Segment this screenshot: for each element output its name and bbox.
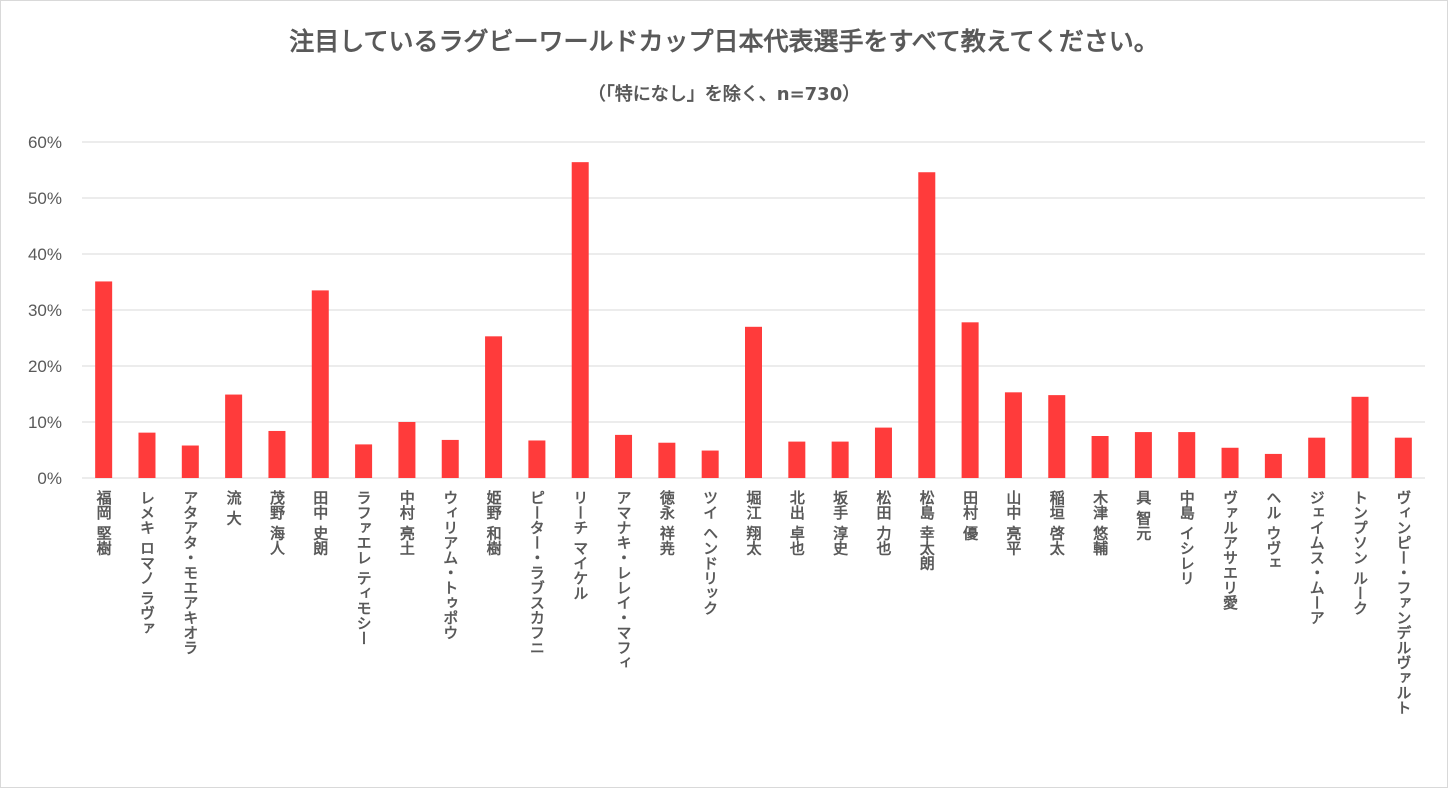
- x-tick-label: 具 智元: [1134, 490, 1152, 541]
- bar: [441, 439, 459, 478]
- x-tick-label: ヘル ウヴェ: [1264, 490, 1282, 570]
- x-tick-label: 稲垣 啓太: [1048, 489, 1066, 556]
- x-tick-label: トンプソン ルーク: [1351, 490, 1369, 615]
- x-tick-label: アタアタ・モエアキオラ: [181, 490, 199, 655]
- bar: [745, 326, 762, 478]
- bar: [311, 290, 329, 478]
- x-tick-label: ジェイムス・ムーア: [1308, 490, 1326, 625]
- bar: [701, 450, 719, 478]
- x-tick-label: 中村 亮土: [398, 489, 416, 555]
- bar: [355, 444, 373, 478]
- x-tick-label: 姫野 和樹: [485, 489, 503, 556]
- bar: [1221, 447, 1239, 478]
- x-axis-ticks: 福岡 堅樹 レメキ ロマノ ラヴァ アタアタ・モエアキオラ 流 大 茂野 海人 田中 史朗…: [95, 489, 1413, 715]
- x-tick-label: 堀江 翔太: [745, 490, 763, 556]
- gridlines: [82, 141, 1425, 479]
- x-tick-label: リーチ マイケル: [571, 490, 589, 600]
- x-tick-label: 山中 亮平: [1004, 490, 1022, 556]
- bar: [1178, 432, 1196, 478]
- x-tick-label: 福岡 堅樹: [95, 489, 113, 556]
- bar: [1091, 436, 1109, 478]
- x-tick-label: 田中 史朗: [311, 490, 329, 556]
- bar: [268, 430, 286, 478]
- x-tick-label: 北出 卓也: [788, 490, 806, 555]
- x-tick-label: レメキ ロマノ ラヴァ: [138, 490, 156, 635]
- bar: [485, 336, 503, 478]
- y-tick-label: 30%: [28, 301, 62, 320]
- x-tick-label: ピーター・ラブスカフニ: [528, 490, 546, 655]
- x-tick-label: 松田 力也: [874, 489, 892, 555]
- bar: [225, 394, 243, 478]
- x-tick-label: 中島 イシレリ: [1178, 489, 1196, 585]
- bar: [1308, 437, 1326, 478]
- bar: [615, 434, 633, 478]
- x-tick-label: ヴァルアサエリ愛: [1221, 489, 1239, 611]
- bar: [918, 172, 936, 479]
- bar: [1394, 437, 1412, 478]
- x-tick-label: 徳永 祥尭: [658, 489, 676, 556]
- y-tick-label: 40%: [28, 245, 62, 264]
- bar: [398, 422, 416, 478]
- bar: [528, 440, 546, 478]
- x-tick-label: ツイ ヘンドリック: [701, 490, 719, 615]
- bar: [1048, 395, 1066, 478]
- bar: [831, 441, 849, 478]
- x-tick-label: 松島 幸太朗: [918, 489, 936, 571]
- bar: [658, 442, 676, 478]
- y-tick-label: 0%: [37, 469, 62, 488]
- chart-subtitle: （「特になし」を除く、n=730）: [587, 84, 861, 105]
- x-tick-label: 田村 優: [961, 490, 979, 541]
- x-tick-label: ウィリアム・トゥポウ: [441, 490, 459, 640]
- y-tick-label: 50%: [28, 189, 62, 208]
- bars: [95, 162, 1412, 479]
- bar: [1264, 453, 1282, 478]
- bar: [95, 281, 113, 478]
- chart-title: 注目しているラグビーワールドカップ日本代表選手をすべて教えてください。: [289, 27, 1159, 56]
- y-tick-label: 10%: [28, 413, 62, 432]
- bar: [1351, 396, 1369, 478]
- bar: [571, 162, 589, 478]
- y-tick-label: 60%: [28, 133, 62, 152]
- bar: [138, 432, 156, 478]
- x-tick-label: 木津 悠輔: [1091, 489, 1109, 556]
- y-axis-ticks: 0% 10% 20% 30% 40% 50% 60%: [28, 133, 62, 488]
- bar: [961, 322, 979, 478]
- y-tick-label: 20%: [28, 357, 62, 376]
- bar: [788, 441, 806, 478]
- x-tick-label: ラファエレ ティモシー: [355, 490, 373, 645]
- bar: [1004, 392, 1022, 478]
- bar: [1134, 432, 1152, 478]
- x-tick-label: アマナキ・レレイ・マフィ: [615, 490, 633, 670]
- x-tick-label: ヴィンピー・ファンデルヴァルト: [1394, 489, 1412, 715]
- x-tick-label: 流 大: [225, 489, 243, 526]
- x-tick-label: 坂手 淳史: [831, 490, 849, 556]
- bar: [874, 427, 892, 478]
- x-tick-label: 茂野 海人: [268, 489, 286, 555]
- bar: [181, 445, 199, 478]
